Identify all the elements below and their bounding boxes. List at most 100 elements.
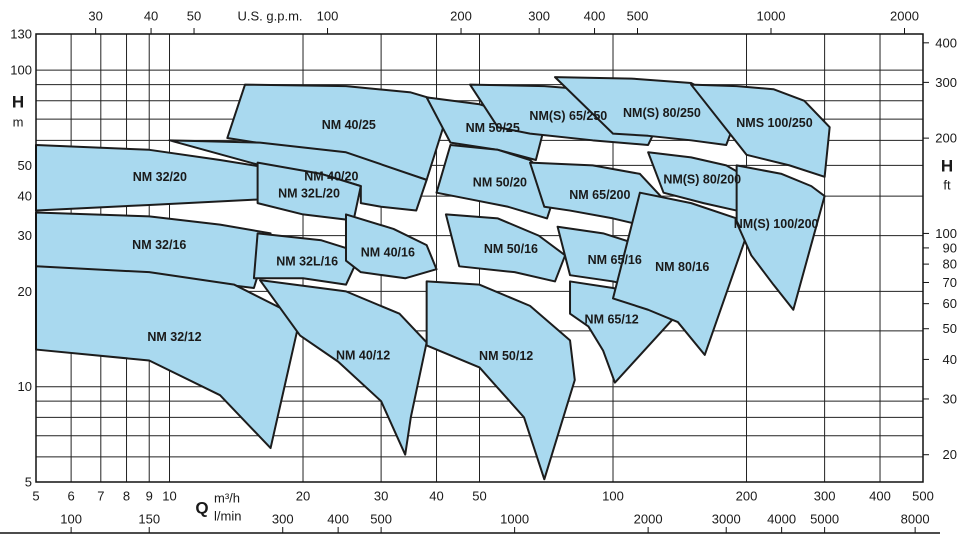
region-label: NM 65/200 (569, 188, 630, 202)
x2-tick-label: 2000 (634, 512, 663, 527)
region-label: NM 40/25 (322, 118, 376, 132)
x-tick-label: 500 (912, 489, 934, 504)
x-tick-label: 300 (814, 489, 836, 504)
region-label: NM 40/20 (304, 169, 358, 183)
x2-tick-label: 8000 (901, 512, 930, 527)
region-label: NM 32L/20 (278, 186, 340, 200)
region-label: NM 32/12 (147, 330, 201, 344)
x2-tick-label: 1000 (500, 512, 529, 527)
y2-axis-unit: ft (943, 178, 951, 193)
x2-tick-label: 3000 (712, 512, 741, 527)
region-label: NM 40/16 (361, 246, 415, 260)
pump-region (435, 143, 559, 220)
y-axis-title: H (12, 93, 24, 112)
pump-region (444, 213, 567, 283)
x3-tick-label: 40 (144, 9, 158, 24)
pump-region (35, 265, 302, 450)
y-tick-label: 10 (18, 379, 32, 394)
y2-tick-label: 400 (935, 35, 957, 50)
x3-tick-label: 100 (317, 9, 339, 24)
x2-tick-label: 300 (272, 512, 294, 527)
x-axis-unit: m³/h (214, 491, 240, 506)
region-label: NM 32/16 (132, 238, 186, 252)
x-tick-label: 200 (736, 489, 758, 504)
pump-region (554, 76, 741, 146)
region-label: NM 50/25 (466, 121, 520, 135)
y2-tick-label: 80 (943, 257, 957, 272)
pump-region (344, 213, 438, 280)
region-label: NM 50/20 (473, 175, 527, 189)
x2-axis-unit: l/min (214, 509, 241, 524)
y-tick-label: 20 (18, 284, 32, 299)
x2-tick-label: 5000 (810, 512, 839, 527)
x-tick-label: 400 (869, 489, 891, 504)
y-tick-label: 40 (18, 189, 32, 204)
x3-axis-unit: U.S. g.p.m. (237, 9, 302, 24)
x3-tick-label: 1000 (757, 9, 786, 24)
region-label: NM(S) 80/250 (623, 106, 701, 120)
x-tick-label: 6 (67, 489, 74, 504)
pump-region (690, 83, 831, 178)
pump-region (259, 279, 428, 456)
y-tick-label: 30 (18, 228, 32, 243)
y2-tick-label: 200 (935, 131, 957, 146)
x-tick-label: 10 (162, 489, 176, 504)
y2-tick-label: 300 (935, 75, 957, 90)
y2-tick-label: 40 (943, 352, 957, 367)
x-tick-label: 50 (472, 489, 486, 504)
x-tick-label: 8 (123, 489, 130, 504)
region-label: NM 50/12 (479, 349, 533, 363)
x3-tick-label: 500 (627, 9, 649, 24)
x-tick-label: 20 (296, 489, 310, 504)
pump-region (425, 280, 576, 481)
region-label: NM 32L/16 (276, 254, 338, 268)
x3-tick-label: 50 (187, 9, 201, 24)
region-label: NM(S) 65/250 (529, 109, 607, 123)
region-label: NM 80/16 (655, 260, 709, 274)
x2-tick-label: 400 (327, 512, 349, 527)
y2-tick-label: 100 (935, 226, 957, 241)
y2-tick-label: 20 (943, 447, 957, 462)
x-tick-label: 7 (97, 489, 104, 504)
x3-tick-label: 400 (584, 9, 606, 24)
region-label: NM 50/16 (484, 242, 538, 256)
y2-axis-title: H (941, 157, 953, 176)
x3-tick-label: 200 (450, 9, 472, 24)
pump-region (252, 232, 362, 286)
region-label: NM(S) 100/200 (734, 217, 819, 231)
x2-tick-label: 150 (138, 512, 160, 527)
x-axis-title: Q (195, 499, 208, 518)
x-tick-label: 5 (32, 489, 39, 504)
region-label: NM(S) 80/200 (663, 173, 741, 187)
x-tick-label: 9 (146, 489, 153, 504)
plot-frame (35, 33, 924, 483)
y-tick-label: 130 (10, 27, 32, 42)
x-tick-label: 100 (602, 489, 624, 504)
y-axis-unit: m (13, 115, 24, 130)
region-label: NM 65/16 (588, 253, 642, 267)
region-label: NM 65/12 (585, 312, 639, 326)
y2-tick-label: 70 (943, 275, 957, 290)
y2-tick-label: 90 (943, 240, 957, 255)
x3-tick-label: 30 (88, 9, 102, 24)
y-tick-label: 5 (25, 475, 32, 490)
x-tick-label: 40 (429, 489, 443, 504)
y-tick-label: 50 (18, 158, 32, 173)
pump-region (735, 164, 826, 311)
axes: 5 6 7 8 9 10 20 30 40 50 100 200 300 400 500 100 150 300 4… (0, 9, 957, 534)
x2-tick-label: 100 (60, 512, 82, 527)
x3-tick-label: 2000 (890, 9, 919, 24)
x3-tick-label: 300 (528, 9, 550, 24)
region-label: NMS 100/250 (736, 116, 812, 130)
region-label: NM 32/20 (133, 170, 187, 184)
x2-tick-label: 500 (370, 512, 392, 527)
region-label: NM 40/12 (336, 348, 390, 362)
pump-region (612, 191, 748, 356)
y2-tick-label: 60 (943, 296, 957, 311)
y2-tick-label: 50 (943, 321, 957, 336)
y2-tick-label: 30 (943, 391, 957, 406)
x2-tick-label: 4000 (767, 512, 796, 527)
x-tick-label: 30 (374, 489, 388, 504)
y-tick-label: 100 (10, 63, 32, 78)
